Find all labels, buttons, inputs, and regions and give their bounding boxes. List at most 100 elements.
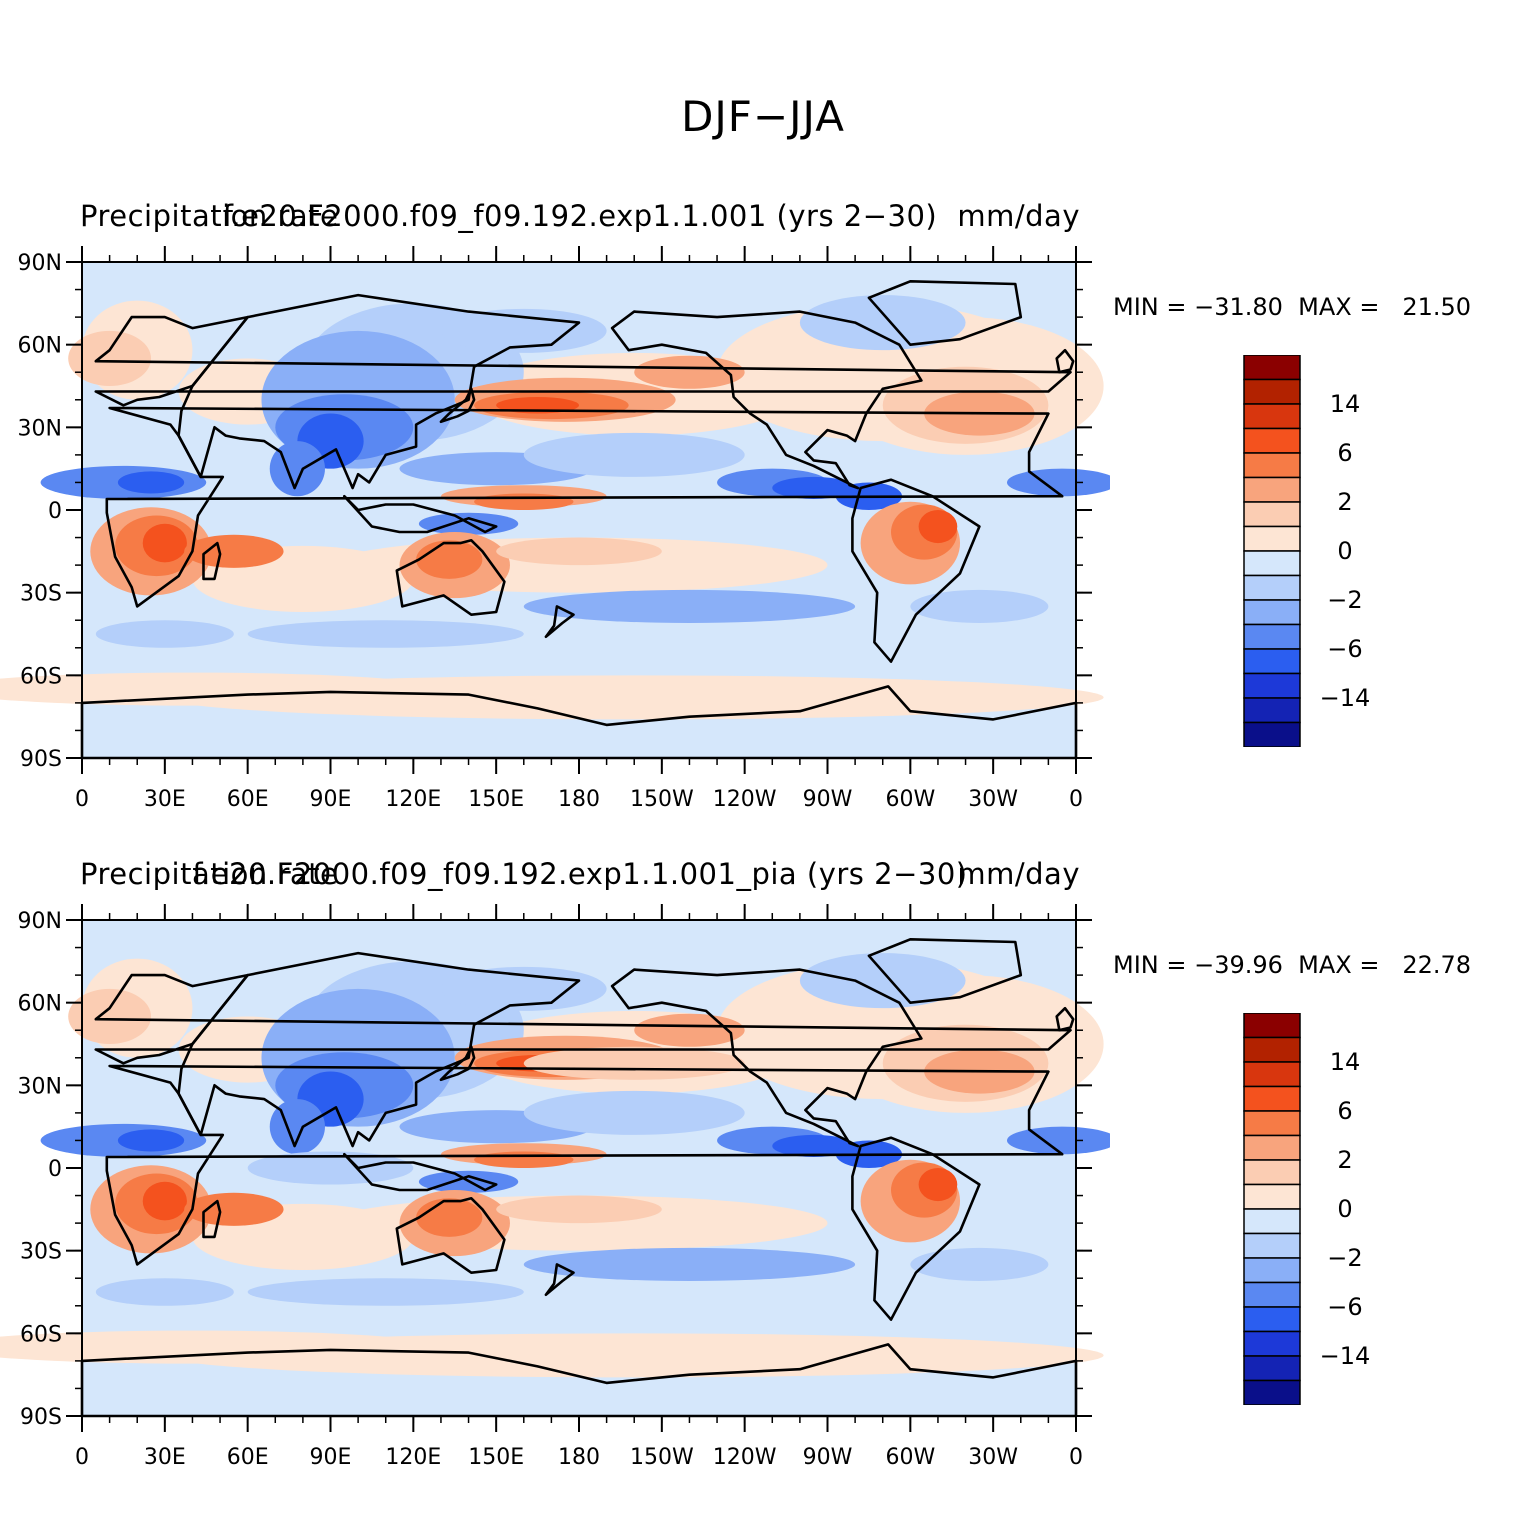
- coastline-samerica: [851, 1136, 981, 1321]
- coastline-asia: [177, 951, 581, 1148]
- lon-tick-label: 30E: [144, 1445, 186, 1470]
- colorbar-label: −2: [1327, 586, 1363, 614]
- lon-tick-label: 90E: [310, 787, 352, 812]
- panel-title: Precipitation rate f.e20.F2000.f09_f09.1…: [80, 857, 1080, 901]
- coastline-asia: [177, 293, 581, 490]
- colorbar-labels: 14 6 2 0 −2 −6 −14: [1310, 1013, 1390, 1413]
- lon-tick-label: 30W: [968, 1445, 1018, 1470]
- precip-contour: [440, 308, 607, 353]
- lon-tick-label: 90W: [803, 1445, 853, 1470]
- precip-contour: [117, 471, 185, 494]
- precip-contour: [523, 1046, 745, 1080]
- colorbar-label: −14: [1319, 684, 1371, 712]
- coastline-madagascar: [202, 1199, 222, 1239]
- colorbar-swatch: [1243, 427, 1301, 454]
- coastline-australia: [395, 1197, 506, 1274]
- case-name: f.e20.F2000.f09_f09.192.exp1.1.001_pia (…: [192, 857, 968, 891]
- lon-tick-label: 90W: [803, 787, 853, 812]
- precip-contour: [247, 1151, 414, 1185]
- lat-tick-label: 90N: [18, 909, 62, 934]
- panel-title: Precipitation rate f.e20.F2000.f09_f09.1…: [80, 199, 1080, 243]
- colorbar-swatch: [1243, 1281, 1301, 1308]
- colorbar-swatch: [1243, 599, 1301, 626]
- colorbar-swatch: [1243, 1208, 1301, 1235]
- lon-tick-label: 120W: [713, 1445, 777, 1470]
- colorbar-swatch: [1243, 623, 1301, 650]
- lat-tick-label: 60S: [20, 1322, 62, 1347]
- precip-contour: [184, 534, 284, 568]
- colorbar-swatch: [1243, 1183, 1301, 1210]
- colorbar-label: 14: [1329, 390, 1361, 418]
- colorbar-swatch: [1243, 1134, 1301, 1161]
- lon-tick-label: 60E: [227, 787, 269, 812]
- colorbar-swatch: [1243, 355, 1301, 381]
- precip-contour: [95, 1278, 234, 1306]
- precip-contour: [772, 1134, 856, 1157]
- colorbar-swatch: [1243, 476, 1301, 503]
- precip-contour: [117, 1129, 185, 1152]
- colorbar-label: 6: [1337, 439, 1353, 467]
- colorbar-label: −6: [1327, 1293, 1363, 1321]
- lat-tick-label: 0: [48, 499, 62, 524]
- colorbar-swatch: [1243, 1355, 1301, 1382]
- precip-contour: [247, 1278, 524, 1306]
- colorbar-swatch: [1243, 1036, 1301, 1063]
- colorbar-swatch: [1243, 1013, 1301, 1039]
- precip-contour: [910, 589, 1049, 623]
- colorbar-swatch: [1243, 672, 1301, 699]
- lon-tick-label: 120E: [385, 787, 441, 812]
- coastline-uk: [1055, 1006, 1075, 1032]
- precip-contour: [184, 1192, 284, 1226]
- colorbar-swatch: [1243, 697, 1301, 724]
- case-name: f.e20.F2000.f09_f09.192.exp1.1.001 (yrs …: [222, 199, 938, 233]
- precip-contour: [164, 675, 1104, 720]
- precip-contour: [68, 330, 152, 386]
- precip-contour: [142, 1181, 187, 1221]
- precip-contour: [496, 537, 662, 566]
- min-max-label: MIN = −31.80 MAX = 21.50: [1113, 293, 1472, 321]
- lon-tick-label: 0: [1069, 787, 1083, 812]
- lon-tick-label: 150E: [468, 787, 524, 812]
- precip-contour: [799, 295, 966, 351]
- colorbar-label: 2: [1337, 1146, 1353, 1174]
- colorbar-swatch: [1243, 1085, 1301, 1112]
- lon-tick-label: 60E: [227, 1445, 269, 1470]
- colorbar-swatch: [1243, 378, 1301, 405]
- colorbar-swatch: [1243, 550, 1301, 577]
- precip-contour: [474, 1151, 574, 1168]
- precip-contour: [918, 1168, 958, 1202]
- lon-tick-label: 180: [558, 787, 600, 812]
- map-field: [0, 920, 1110, 1416]
- colorbar-swatch: [1243, 648, 1301, 675]
- lat-tick-label: 60S: [20, 664, 62, 689]
- colorbar-swatch: [1243, 1330, 1301, 1357]
- coastline-seasia: [343, 494, 498, 534]
- map-panel-2: Precipitation rate f.e20.F2000.f09_f09.1…: [0, 853, 1526, 1513]
- colorbar-swatch: [1243, 1232, 1301, 1259]
- coastline-australia: [395, 539, 506, 616]
- coastline-japan: [439, 1045, 476, 1082]
- colorbar: [1243, 355, 1301, 747]
- coastline-namerica: [610, 310, 923, 490]
- min-max-label: MIN = −39.96 MAX = 22.78: [1113, 951, 1472, 979]
- precip-contour: [440, 966, 607, 1011]
- precip-contour: [523, 1090, 745, 1135]
- coastlines: [80, 938, 1078, 1418]
- colorbar-label: 6: [1337, 1097, 1353, 1125]
- colorbar-swatch: [1243, 1306, 1301, 1333]
- colorbar-swatch: [1243, 1257, 1301, 1284]
- precip-contour: [142, 523, 187, 563]
- coastlines: [80, 280, 1078, 760]
- coastline-africa: [105, 1064, 1064, 1266]
- coastline-madagascar: [202, 541, 222, 581]
- coastline-greenland: [867, 938, 1023, 1004]
- precip-contour: [799, 953, 966, 1009]
- coastline-nz: [544, 1263, 575, 1297]
- units-label: mm/day: [957, 857, 1080, 891]
- precip-contour: [164, 1333, 1104, 1378]
- precip-contour: [68, 988, 152, 1044]
- lon-tick-label: 0: [75, 787, 89, 812]
- coastline-seasia: [343, 1152, 498, 1192]
- map-field: [0, 262, 1110, 758]
- precip-contour: [95, 620, 234, 648]
